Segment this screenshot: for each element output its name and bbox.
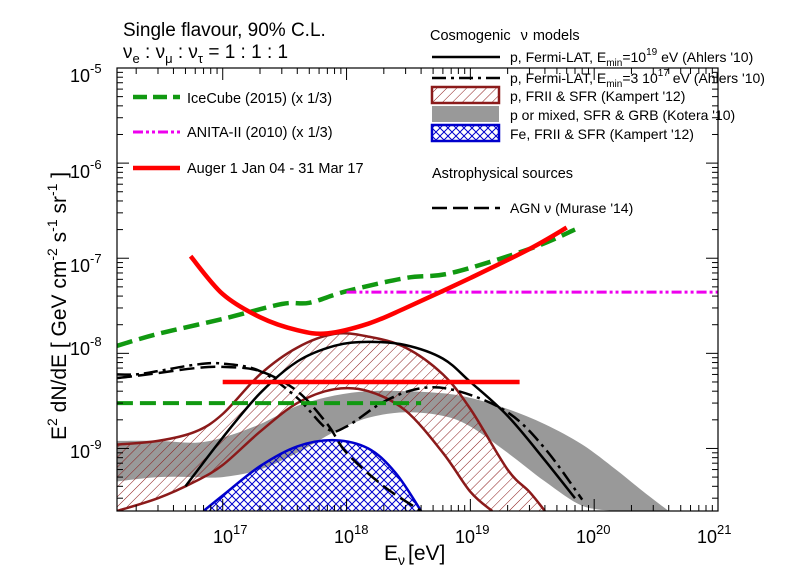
y-axis-label: E2 dN/dE [ GeV cm-2 s-1 sr-1 ] [44, 172, 71, 440]
legend-label-fermi-3e17: p, Fermi-LAT, Emin=3 1017 eV (Ahlers '10… [510, 68, 765, 90]
x-tick-label: 1019 [455, 522, 490, 547]
kampert-fe-band [203, 440, 422, 511]
left-legend: IceCube (2015) (x 1/3) ANITA-II (2010) (… [133, 91, 364, 177]
legend-swatch-kampert-p [430, 85, 501, 105]
kampert-p-lower-edge [117, 386, 494, 511]
cosmogenic-header: Cosmogenic ν models [430, 28, 580, 44]
legend-label-fermi-1e19: p, Fermi-LAT, Emin=1019 eV (Ahlers '10) [510, 47, 753, 69]
kampert-fe-edge [202, 438, 423, 511]
plot-frame [116, 67, 719, 512]
legend-label-anita: ANITA-II (2010) (x 1/3) [187, 125, 333, 141]
kotera-band [117, 390, 669, 511]
x-tick-label: 1018 [334, 522, 369, 547]
y-tick-label: 10-5 [70, 61, 102, 86]
right-legend: Cosmogenic ν models p, Fermi-LAT, Emin=101… [430, 28, 765, 216]
y-tick-label: 10-9 [70, 437, 102, 462]
kampert-p-upper-edge [117, 331, 546, 511]
fermi-3e17-curve [117, 361, 584, 501]
astro-header: Astrophysical sources [432, 166, 573, 182]
y-tick-label: 10-6 [70, 157, 102, 182]
chart-title: Single flavour, 90% C.L. [123, 20, 326, 41]
legend-swatch-kotera [432, 106, 499, 122]
legend-swatch-kampert-fe [430, 123, 501, 143]
fermi-1e19-curve [184, 340, 576, 499]
x-tick-label: 1020 [576, 522, 611, 547]
legend-label-auger: Auger 1 Jan 04 - 31 Mar 17 [187, 161, 364, 177]
legend-label-kampert-p: p, FRII & SFR (Kampert '12) [510, 88, 685, 104]
kampert-p-band [117, 333, 545, 511]
y-tick-label: 10-8 [70, 334, 102, 359]
y-tick-labels: 10-9 10-8 10-7 10-6 10-5 [70, 61, 102, 462]
plot-area [117, 225, 718, 511]
x-tick-label: 1021 [697, 522, 732, 547]
x-tick-label: 1017 [213, 522, 248, 547]
icecube-limit [117, 227, 576, 348]
agn-curve [117, 365, 422, 511]
flavour-ratio: νe : νμ : ντ = 1 : 1 : 1 [123, 42, 288, 66]
x-tick-labels: 1017 1018 1019 1020 1021 [213, 522, 732, 547]
legend-label-kampert-fe: Fe, FRII & SFR (Kampert '12) [510, 126, 694, 142]
y-tick-label: 10-7 [70, 251, 102, 276]
legend-label-icecube: IceCube (2015) (x 1/3) [187, 91, 332, 107]
auger-limit [188, 225, 568, 336]
legend-label-kotera: p or mixed, SFR & GRB (Kotera '10) [510, 107, 735, 123]
x-axis-label: Eν [eV] [384, 542, 445, 568]
legend-label-agn: AGN ν (Murase '14) [510, 200, 633, 216]
axis-ticks [117, 67, 719, 511]
